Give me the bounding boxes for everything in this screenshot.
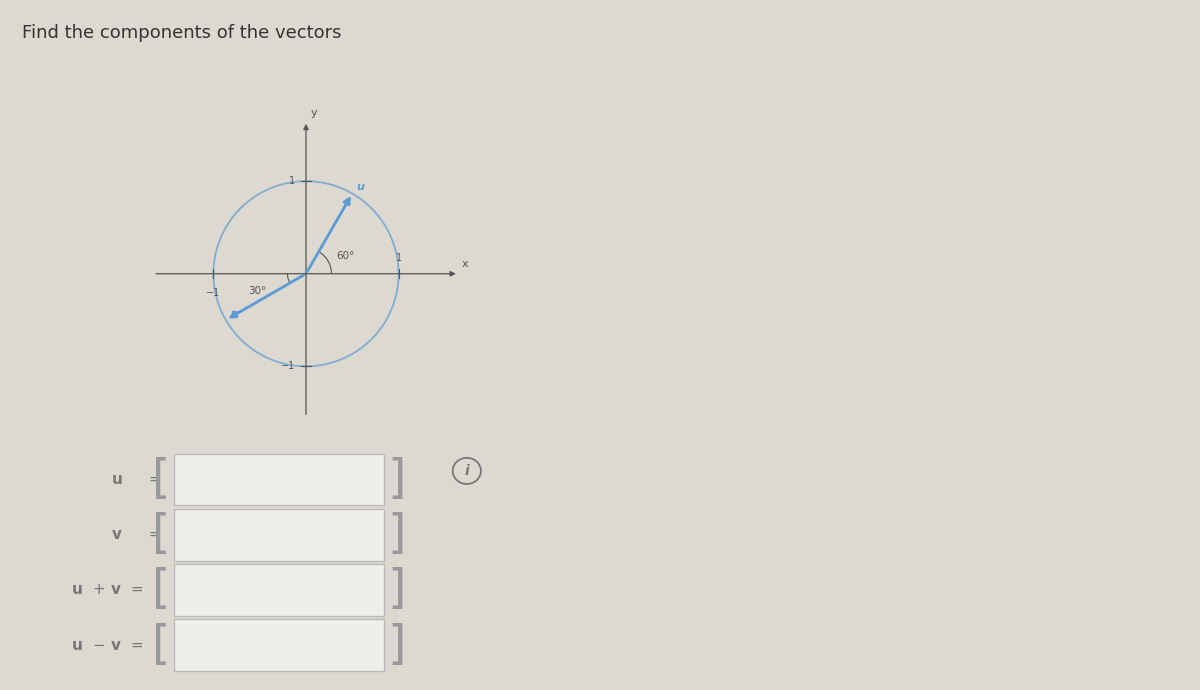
Text: v: v xyxy=(110,582,120,598)
Text: 1: 1 xyxy=(396,253,402,263)
Text: +: + xyxy=(88,582,110,598)
Text: −1: −1 xyxy=(281,362,295,371)
Text: i: i xyxy=(464,464,469,478)
Text: u: u xyxy=(72,638,83,653)
Text: x: x xyxy=(462,259,468,269)
Text: y: y xyxy=(311,108,317,118)
Text: ]: ] xyxy=(388,457,406,502)
Text: =: = xyxy=(144,527,162,542)
Text: 60°: 60° xyxy=(336,251,355,261)
Text: Find the components of the vectors: Find the components of the vectors xyxy=(22,24,347,42)
Text: v: v xyxy=(230,309,238,319)
Text: 1: 1 xyxy=(289,176,295,186)
Circle shape xyxy=(452,458,481,484)
Text: =: = xyxy=(144,472,162,487)
Text: u: u xyxy=(72,582,83,598)
Text: −: − xyxy=(88,638,110,653)
Text: [: [ xyxy=(152,567,170,613)
Text: [: [ xyxy=(152,512,170,558)
Text: −1: −1 xyxy=(206,288,221,297)
Text: v: v xyxy=(110,638,120,653)
Text: u: u xyxy=(112,472,122,487)
Text: =: = xyxy=(126,638,144,653)
Text: ]: ] xyxy=(388,567,406,613)
Text: [: [ xyxy=(152,457,170,502)
Text: 30°: 30° xyxy=(248,286,266,296)
Text: u: u xyxy=(356,182,364,192)
Text: =: = xyxy=(126,582,144,598)
Text: ]: ] xyxy=(388,512,406,558)
Text: ]: ] xyxy=(388,622,406,668)
Text: [: [ xyxy=(152,622,170,668)
Text: v: v xyxy=(112,527,121,542)
